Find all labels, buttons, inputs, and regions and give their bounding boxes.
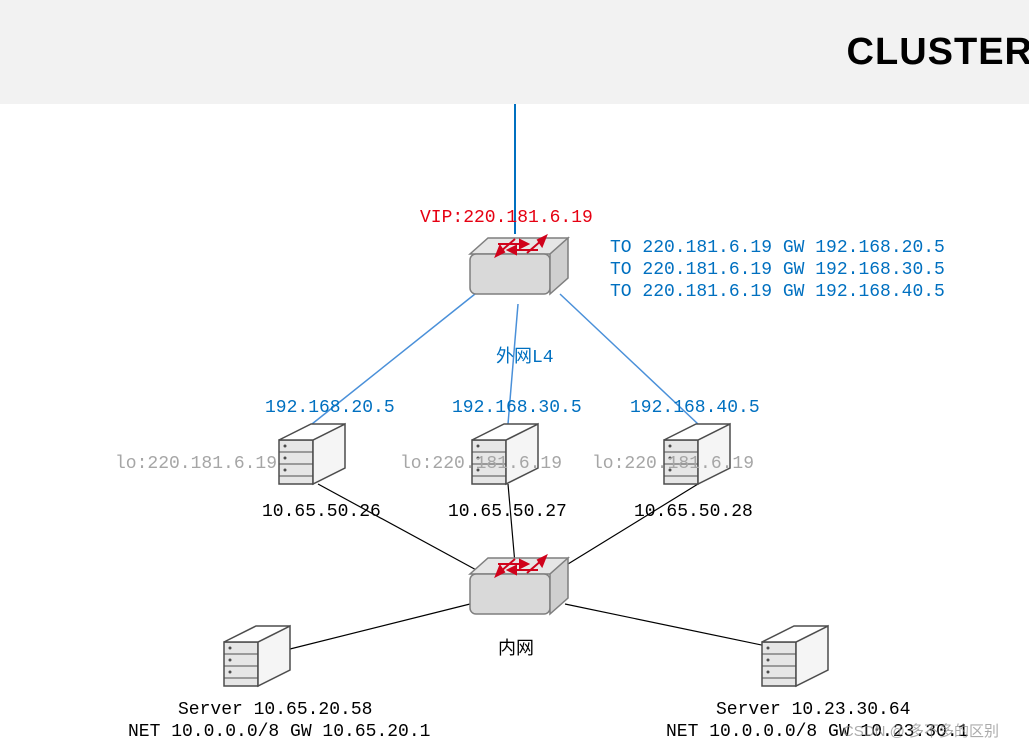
page-header: CLUSTER — [0, 0, 1029, 104]
bottom-left-line1: Server 10.65.20.58 — [178, 700, 372, 720]
mid1-lan-ip: 10.65.50.26 — [262, 502, 381, 522]
diagram-canvas: VIP:220.181.6.19 TO 220.181.6.19 GW 192.… — [0, 104, 1029, 749]
wan-l4-label: 外网L4 — [496, 342, 554, 368]
bottom-server-right — [758, 624, 844, 694]
mid1-wan-ip: 192.168.20.5 — [265, 398, 395, 418]
mid3-lo: lo:220.181.6.19 — [592, 454, 754, 474]
switch-wan-l4 — [460, 232, 570, 307]
mid2-lan-ip: 10.65.50.27 — [448, 502, 567, 522]
route-line-1: TO 220.181.6.19 GW 192.168.20.5 — [610, 238, 945, 258]
mid3-lan-ip: 10.65.50.28 — [634, 502, 753, 522]
watermark: CSDN @ 多不多的区别 — [843, 720, 999, 741]
route-line-2: TO 220.181.6.19 GW 192.168.30.5 — [610, 260, 945, 280]
mid2-lo: lo:220.181.6.19 — [400, 454, 562, 474]
mid2-wan-ip: 192.168.30.5 — [452, 398, 582, 418]
bottom-left-line2: NET 10.0.0.0/8 GW 10.65.20.1 — [128, 722, 430, 742]
mid3-wan-ip: 192.168.40.5 — [630, 398, 760, 418]
bottom-right-line1: Server 10.23.30.64 — [716, 700, 910, 720]
mid-server-1 — [275, 422, 361, 492]
header-title: CLUSTER — [847, 31, 1029, 74]
switch-lan — [460, 552, 570, 627]
mid1-lo: lo:220.181.6.19 — [115, 454, 277, 474]
route-line-3: TO 220.181.6.19 GW 192.168.40.5 — [610, 282, 945, 302]
lan-switch-label: 内网 — [498, 634, 534, 660]
bottom-server-left — [220, 624, 306, 694]
vip-label: VIP:220.181.6.19 — [420, 208, 593, 228]
